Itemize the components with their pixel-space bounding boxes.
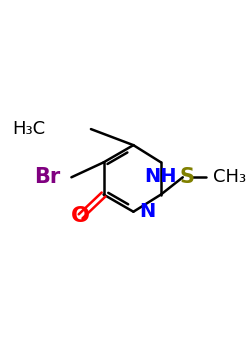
Text: CH₃: CH₃ xyxy=(212,168,246,186)
Text: S: S xyxy=(180,167,195,187)
Text: O: O xyxy=(71,206,90,226)
Text: Br: Br xyxy=(34,167,60,187)
Text: N: N xyxy=(139,202,156,221)
Text: H₃C: H₃C xyxy=(12,120,45,138)
Text: NH: NH xyxy=(145,167,177,186)
